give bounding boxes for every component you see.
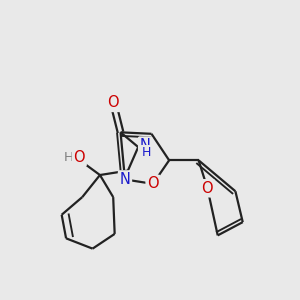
Text: O: O — [107, 95, 119, 110]
Text: H: H — [64, 151, 74, 164]
Text: N: N — [119, 172, 130, 187]
Text: N: N — [140, 138, 151, 153]
Text: O: O — [147, 176, 159, 191]
Text: H: H — [142, 146, 151, 159]
Text: O: O — [74, 150, 85, 165]
Text: O: O — [202, 181, 213, 196]
